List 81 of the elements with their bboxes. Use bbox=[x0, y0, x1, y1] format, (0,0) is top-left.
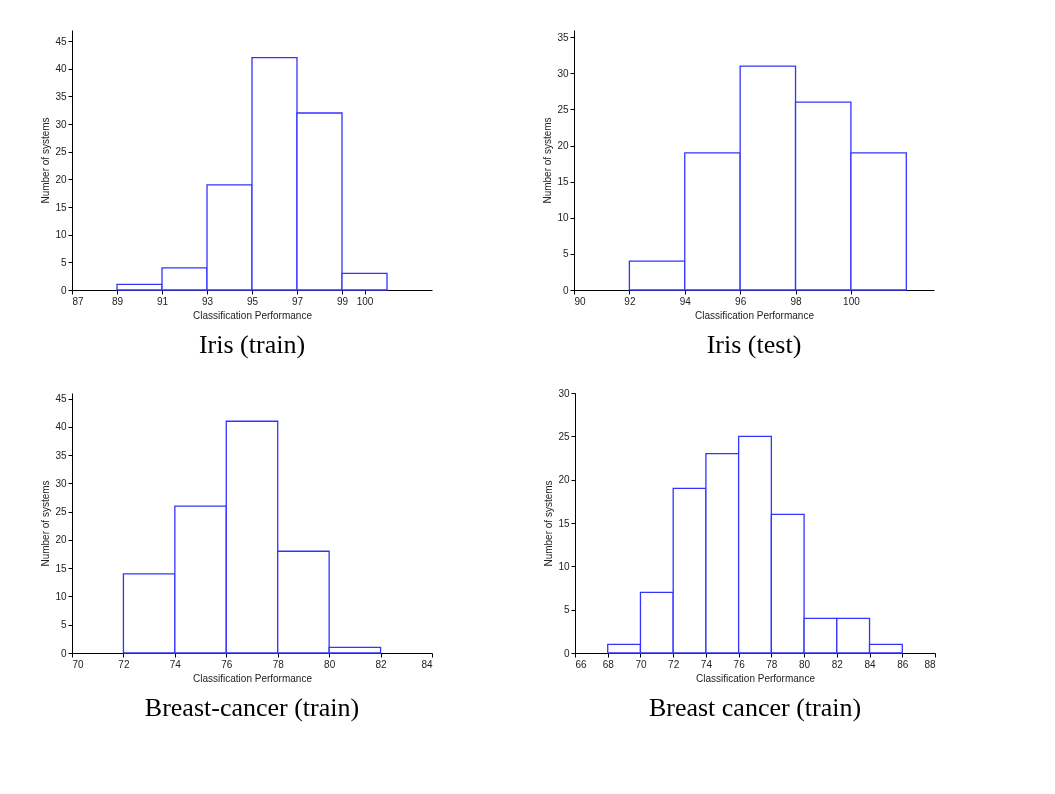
text: Breast-cancer (train) bbox=[144, 693, 360, 722]
x-tick-label: 89 bbox=[111, 295, 124, 307]
y-tick-label: 25 bbox=[558, 430, 570, 442]
y-tick-label: 5 bbox=[60, 619, 67, 631]
y-tick-label: 20 bbox=[55, 534, 67, 546]
x-axis-title: Classification Performance bbox=[193, 672, 313, 684]
y-tick-label: 30 bbox=[558, 387, 570, 399]
y-tick-label: 10 bbox=[55, 590, 67, 602]
x-tick-label: 76 bbox=[733, 658, 746, 670]
y-tick-label: 35 bbox=[557, 31, 569, 43]
x-tick-label: 74 bbox=[169, 658, 182, 670]
y-tick-label: 45 bbox=[55, 35, 67, 47]
x-tick-label: 82 bbox=[375, 658, 388, 670]
y-axis-title: Number of systems bbox=[40, 117, 52, 204]
y-axis-title: Number of systems bbox=[542, 117, 554, 204]
x-tick-label: 98 bbox=[790, 295, 803, 307]
y-tick-label: 10 bbox=[557, 212, 569, 224]
x-tick-label: 82 bbox=[831, 658, 844, 670]
y-axis-title: Number of systems bbox=[40, 480, 52, 567]
y-tick-label: 30 bbox=[557, 67, 569, 79]
y-tick-label: 15 bbox=[557, 176, 569, 188]
x-tick-label: 68 bbox=[602, 658, 615, 670]
y-tick-label: 0 bbox=[60, 284, 67, 296]
x-tick-label: 78 bbox=[272, 658, 285, 670]
y-tick-label: 15 bbox=[55, 562, 67, 574]
x-tick-label: 88 bbox=[924, 658, 936, 670]
x-axis-title: Classification Performance bbox=[696, 672, 816, 684]
y-tick-label: 35 bbox=[55, 449, 67, 461]
y-axis-title: Number of systems bbox=[543, 480, 555, 567]
x-tick-label: 93 bbox=[201, 295, 214, 307]
x-tick-label: 99 bbox=[336, 295, 349, 307]
y-tick-label: 5 bbox=[60, 256, 67, 268]
y-tick-label: 30 bbox=[55, 477, 67, 489]
x-tick-label: 91 bbox=[156, 295, 169, 307]
y-tick-label: 5 bbox=[563, 604, 570, 616]
y-tick-label: 40 bbox=[55, 421, 67, 433]
x-tick-label: 78 bbox=[766, 658, 778, 670]
y-tick-label: 20 bbox=[558, 474, 570, 486]
x-tick-label: 100 bbox=[843, 295, 861, 307]
y-tick-label: 30 bbox=[55, 118, 67, 130]
y-tick-label: 0 bbox=[563, 647, 570, 659]
x-tick-label: 87 bbox=[72, 295, 85, 307]
x-tick-label: 100 bbox=[356, 295, 374, 307]
x-tick-label: 74 bbox=[700, 658, 713, 670]
y-tick-label: 40 bbox=[55, 63, 67, 75]
y-tick-label: 35 bbox=[55, 90, 67, 102]
x-tick-label: 66 bbox=[575, 658, 588, 670]
y-tick-label: 15 bbox=[55, 201, 67, 213]
x-tick-label: 70 bbox=[635, 658, 647, 670]
x-tick-label: 92 bbox=[624, 295, 636, 307]
x-tick-label: 72 bbox=[118, 658, 130, 670]
x-tick-label: 72 bbox=[668, 658, 680, 670]
y-tick-label: 25 bbox=[557, 103, 569, 115]
y-tick-label: 10 bbox=[558, 560, 570, 572]
y-tick-label: 0 bbox=[562, 284, 569, 296]
x-axis-title: Classification Performance bbox=[695, 309, 815, 321]
y-tick-label: 10 bbox=[55, 229, 67, 241]
x-tick-label: 84 bbox=[864, 658, 877, 670]
x-tick-label: 84 bbox=[421, 658, 433, 670]
y-tick-label: 5 bbox=[562, 248, 569, 260]
x-tick-label: 90 bbox=[574, 295, 587, 307]
y-tick-label: 0 bbox=[60, 647, 67, 659]
text: Iris (train) bbox=[198, 330, 306, 359]
text: Iris (test) bbox=[706, 330, 802, 359]
y-tick-label: 20 bbox=[55, 173, 67, 185]
y-tick-label: 15 bbox=[558, 517, 570, 529]
x-tick-label: 76 bbox=[221, 658, 233, 670]
x-tick-label: 95 bbox=[246, 295, 259, 307]
x-tick-label: 80 bbox=[324, 658, 336, 670]
text: Breast cancer (train) bbox=[648, 693, 862, 722]
x-tick-label: 96 bbox=[735, 295, 747, 307]
y-tick-label: 20 bbox=[557, 140, 569, 152]
y-tick-label: 45 bbox=[55, 393, 67, 405]
y-tick-label: 25 bbox=[55, 506, 67, 518]
x-tick-label: 80 bbox=[799, 658, 811, 670]
x-tick-label: 97 bbox=[291, 295, 304, 307]
x-axis-title: Classification Performance bbox=[193, 309, 313, 321]
x-tick-label: 70 bbox=[72, 658, 85, 670]
x-tick-label: 86 bbox=[897, 658, 909, 670]
y-tick-label: 25 bbox=[55, 146, 67, 158]
x-tick-label: 94 bbox=[679, 295, 692, 307]
